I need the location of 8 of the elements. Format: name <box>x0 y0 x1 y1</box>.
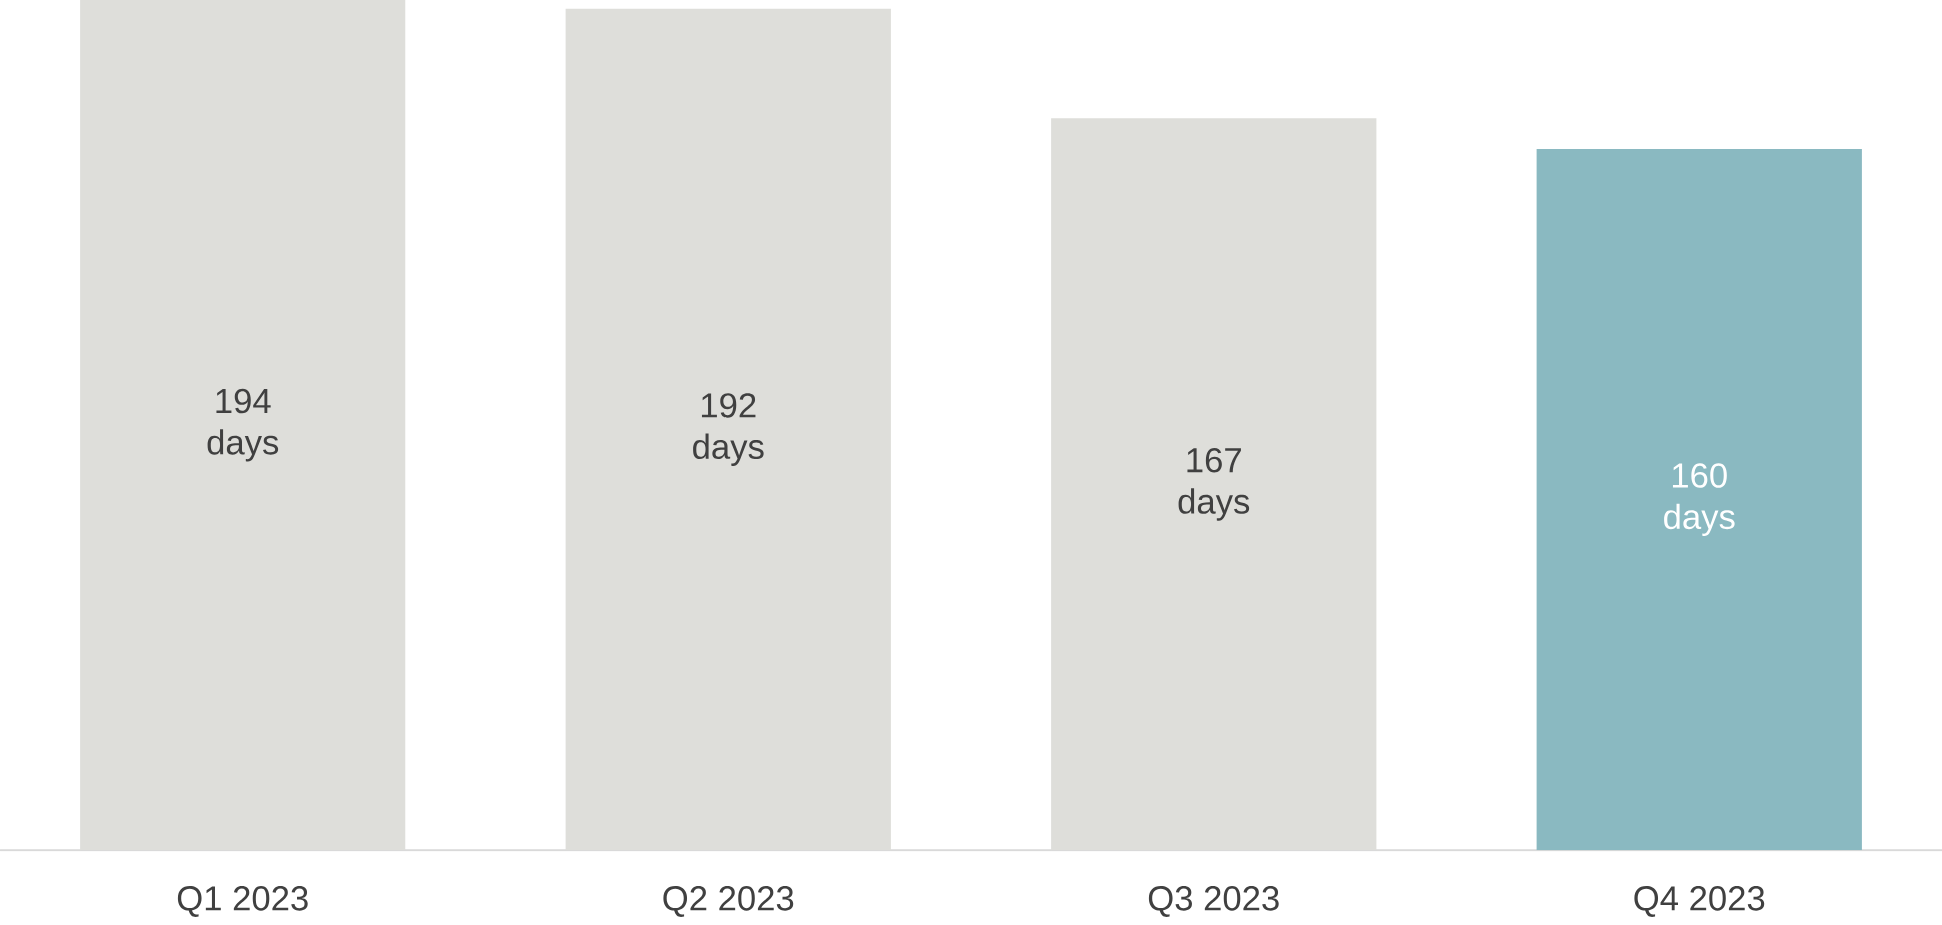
x-tick-label: Q4 2023 <box>1634 885 1765 917</box>
data-label: 160 days <box>1664 463 1735 536</box>
data-label: 192 days <box>693 392 764 466</box>
x-tick-label: Q2 2023 <box>663 885 794 917</box>
data-label: 194 days <box>207 388 279 462</box>
x-tick-label: Q3 2023 <box>1148 885 1279 917</box>
x-tick-label: Q1 2023 <box>177 885 308 917</box>
data-label: 167 days <box>1178 447 1250 521</box>
